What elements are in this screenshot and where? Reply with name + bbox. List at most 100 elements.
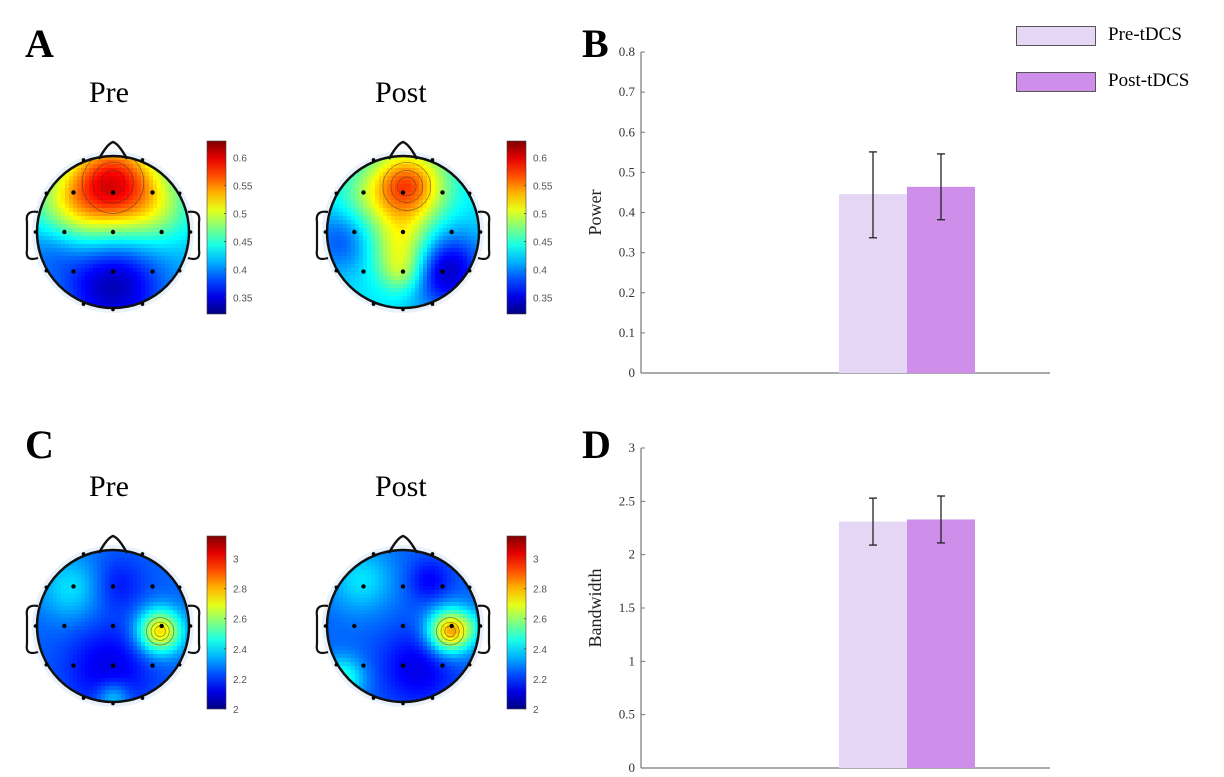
electrode-marker: [361, 584, 366, 589]
electrode-marker: [159, 623, 164, 629]
colorbar-tick-label: 0.5: [533, 210, 547, 221]
y-tick-label: 1.5: [619, 600, 635, 615]
electrode-marker: [440, 663, 445, 668]
bar-pre-tdcs: [839, 521, 907, 768]
contour-line: [440, 621, 460, 641]
topomap-field: [37, 156, 189, 308]
colorbar-tick-label: 2.6: [533, 615, 547, 626]
nose-icon: [97, 534, 129, 554]
y-tick-label: 2.5: [619, 493, 635, 508]
electrode-marker: [62, 623, 67, 629]
bar-chart-bandwidth: 0 0.5 1 1.5 2 2.5 3 Bandwidth: [585, 440, 1050, 775]
electrode-marker: [110, 584, 116, 589]
topo-title-a-pre: Pre: [89, 76, 129, 109]
electrode-marker: [33, 624, 38, 628]
electrode-marker: [467, 191, 472, 196]
colorbar-tick-label: 3: [233, 555, 239, 566]
topomap-a-post: [315, 140, 491, 313]
electrode-marker: [140, 302, 145, 306]
electrode-marker: [150, 269, 155, 274]
electrode-marker: [81, 302, 86, 306]
colorbar-gradient: [506, 140, 527, 315]
colorbar-tick-label: 2.4: [533, 645, 547, 656]
electrode-marker: [81, 696, 86, 700]
electrode-marker: [188, 230, 193, 234]
right-ear-icon: [187, 210, 201, 261]
topomap-c-pre: [25, 534, 201, 707]
legend-swatch-pre: [1016, 26, 1096, 46]
electrode-marker: [44, 585, 49, 590]
contour-line: [436, 617, 465, 646]
electrode-marker: [110, 229, 116, 235]
error-bar-post-tdcs: [937, 495, 945, 544]
electrode-marker: [334, 268, 339, 273]
electrode-marker: [400, 190, 406, 195]
topo-title-c-post: Post: [375, 470, 427, 503]
colorbar-a-post: 0.6 0.55 0.5 0.45 0.4 0.35: [506, 140, 553, 315]
electrode-marker: [110, 623, 116, 629]
electrode-marker: [352, 623, 357, 629]
electrode-marker: [361, 190, 366, 195]
colorbar-tick-label: 0.6: [533, 154, 547, 165]
electrode-marker: [352, 229, 357, 235]
topomap-a-pre: [25, 140, 201, 313]
colorbar-tick-label: 0.55: [233, 182, 253, 193]
left-ear-icon: [25, 210, 39, 261]
electrode-marker: [430, 552, 435, 556]
electrode-marker: [33, 230, 38, 234]
electrode-marker: [334, 662, 339, 667]
electrode-marker: [371, 302, 376, 306]
electrode-marker: [449, 229, 454, 235]
right-ear-icon: [477, 604, 491, 655]
electrode-marker: [111, 701, 115, 706]
colorbar-tick-label: 2.2: [533, 675, 547, 686]
colorbar-tick-label: 2.4: [233, 645, 247, 656]
electrode-marker: [334, 191, 339, 196]
left-ear-icon: [315, 604, 329, 655]
colorbar-tick-label: 0.4: [233, 265, 247, 276]
y-tick-label: 0: [629, 760, 636, 775]
colorbar-tick-label: 0.6: [233, 154, 247, 165]
electrode-marker: [323, 624, 328, 628]
electrode-marker: [44, 268, 49, 273]
electrode-marker: [71, 584, 76, 589]
y-tick-label: 0.2: [619, 285, 635, 300]
electrode-marker: [400, 623, 406, 629]
panel-label-b: B: [582, 21, 609, 66]
electrode-marker: [110, 269, 116, 274]
electrode-marker: [71, 663, 76, 668]
right-ear-icon: [477, 210, 491, 261]
electrode-marker: [401, 701, 405, 706]
electrode-marker: [400, 269, 406, 274]
colorbar-tick-label: 2: [233, 705, 239, 713]
y-tick-label: 3: [629, 440, 636, 455]
y-tick-label: 0.8: [619, 44, 635, 59]
electrode-marker: [71, 190, 76, 195]
electrode-marker: [430, 158, 435, 162]
colorbar-c-pre: 3 2.8 2.6 2.4 2.2 2: [206, 535, 247, 713]
error-bar-pre-tdcs: [869, 497, 877, 546]
electrode-marker: [400, 584, 406, 589]
panel-label-d: D: [582, 422, 611, 467]
contour-line: [146, 617, 175, 646]
y-tick-label: 0: [629, 365, 636, 380]
left-ear-icon: [315, 210, 329, 261]
legend-label-pre: Pre-tDCS: [1108, 24, 1182, 45]
electrode-marker: [401, 307, 405, 312]
y-tick-label: 0.5: [619, 164, 635, 179]
y-tick-label: 0.1: [619, 325, 635, 340]
colorbar-c-post: 3 2.8 2.6 2.4 2.2 2: [506, 535, 547, 713]
electrode-marker: [81, 158, 86, 162]
topo-title-a-post: Post: [375, 76, 427, 109]
electrode-marker: [81, 552, 86, 556]
y-tick-label: 0.4: [619, 205, 636, 220]
electrode-marker: [177, 191, 182, 196]
colorbar-tick-label: 2.6: [233, 615, 247, 626]
y-tick-label: 0.5: [619, 707, 635, 722]
topomap-c-post: [315, 534, 491, 707]
electrode-marker: [361, 663, 366, 668]
panel-label-a: A: [25, 21, 54, 66]
electrode-marker: [177, 662, 182, 667]
bar-chart-power: 0 0.1 0.2 0.3 0.4 0.5 0.6 0.7 0.8 Power: [585, 44, 1050, 380]
colorbar-tick-label: 0.35: [533, 293, 553, 304]
